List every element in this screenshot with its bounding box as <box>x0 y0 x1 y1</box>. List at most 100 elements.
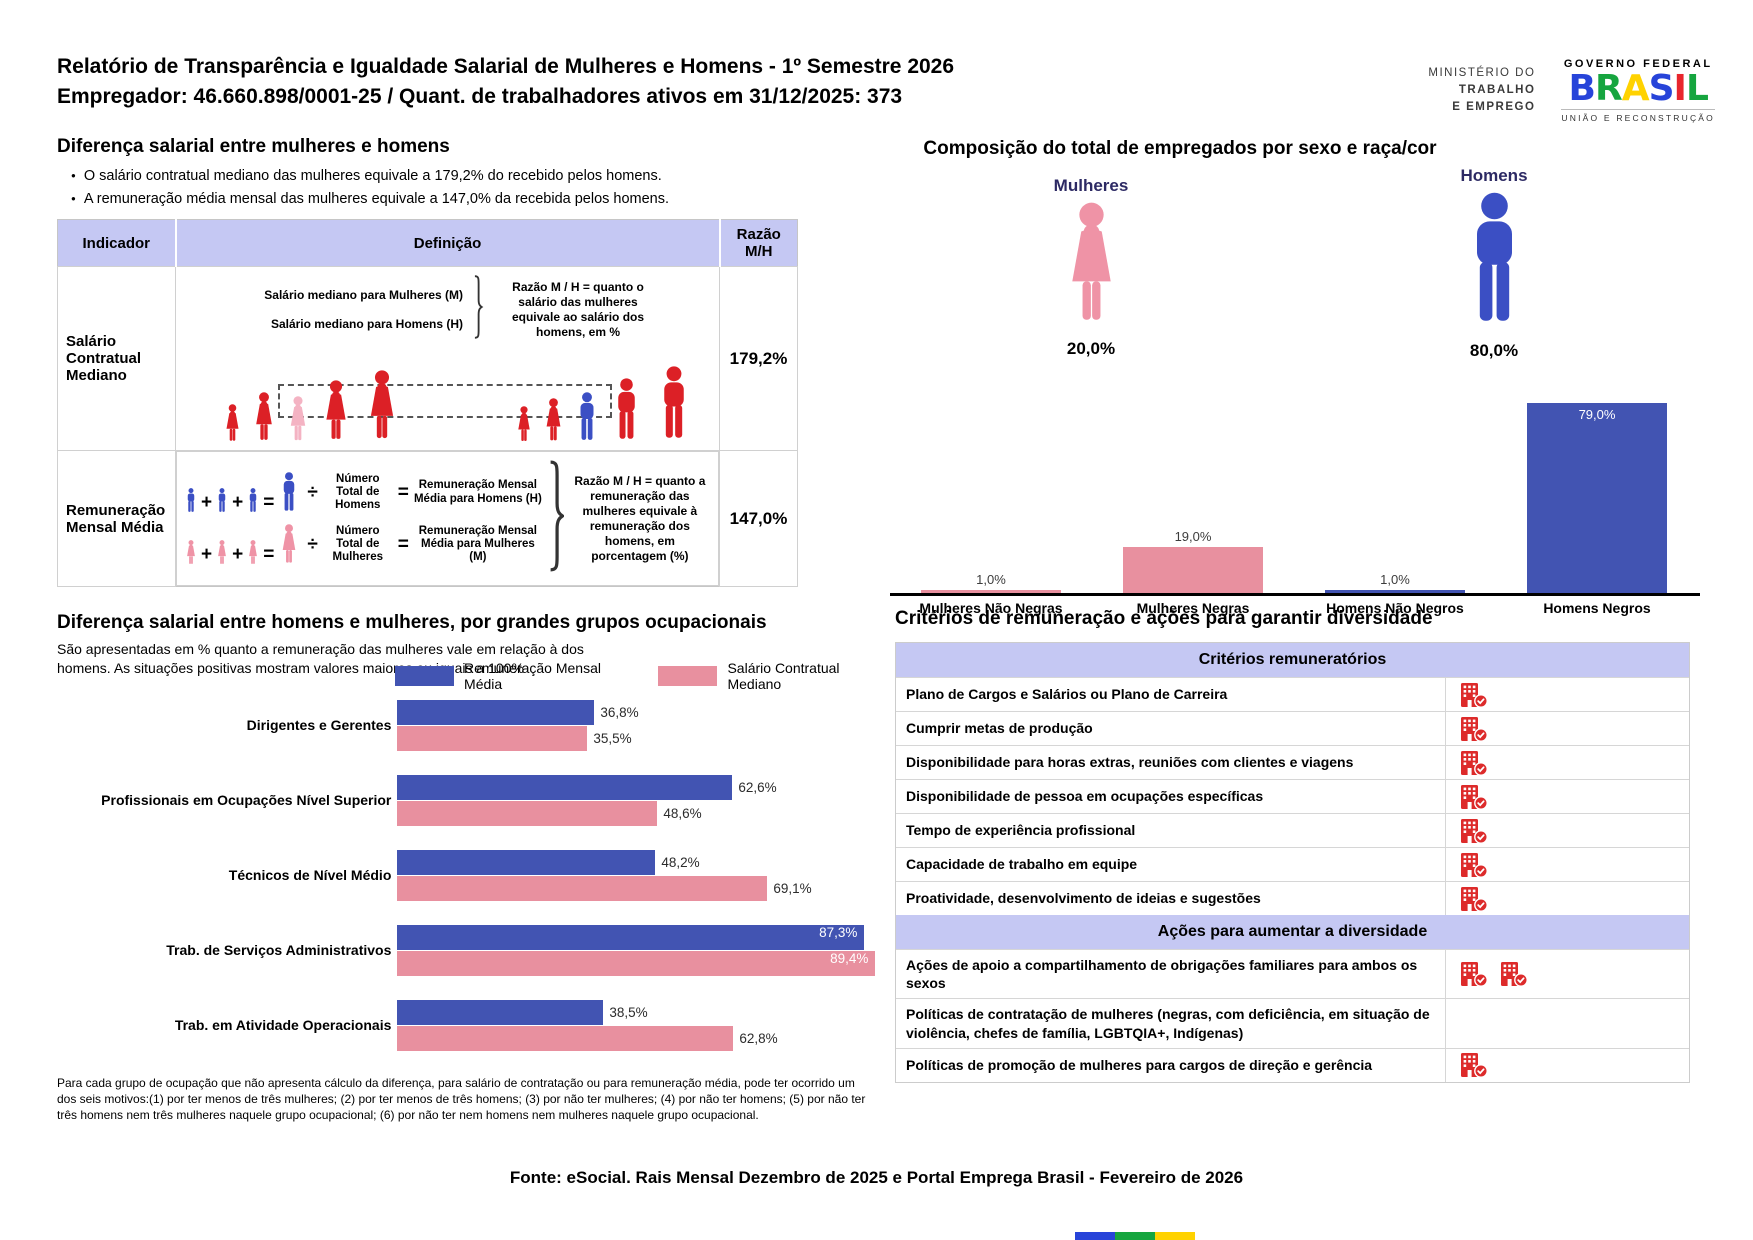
bullet-median-salary: O salário contratual mediano das mulhere… <box>71 168 797 184</box>
men-label: Homens <box>1460 166 1528 185</box>
building-check-icon <box>1461 784 1488 810</box>
definition-median: Salário mediano para Mulheres (M) Salári… <box>175 266 720 451</box>
composition-section: Composição do total de empregados por se… <box>890 136 1700 626</box>
female-figure-icon <box>290 396 306 441</box>
bar-pair: 62,6% 48,6% <box>397 774 889 827</box>
men-average-formula: + + = ÷ Número Total de Homens = Re <box>183 471 542 514</box>
female-figure-icon <box>226 404 239 441</box>
legend-swatch-blue <box>395 666 455 686</box>
bar-value-label: 36,8% <box>600 704 639 720</box>
divide-operator: ÷ <box>307 481 318 503</box>
female-figure-icon <box>256 392 272 440</box>
occupational-bar-row: 87,3% <box>397 924 889 950</box>
bar-value-label: 1,0% <box>1380 572 1410 587</box>
women-count-label: Número Total de Mulheres <box>332 524 384 564</box>
average-ratio-note: Razão M / H = quanto a remuneração das m… <box>574 473 706 563</box>
legend-swatch-pink <box>658 666 718 686</box>
women-figures-group <box>220 370 405 444</box>
brace-icon <box>548 460 566 577</box>
occupation-label: Técnicos de Nível Médio <box>228 867 392 884</box>
source-footer: Fonte: eSocial. Rais Mensal Dezembro de … <box>509 1168 1244 1187</box>
occupational-bar-row: 48,6% <box>397 800 889 826</box>
occupational-group: Dirigentes e Gerentes 36,8% 35,5% <box>57 699 889 752</box>
criteria-label: Políticas de contratação de mulheres (ne… <box>896 999 1446 1048</box>
composition-title: Composição do total de empregados por se… <box>923 138 1437 159</box>
occupational-group: Trab. em Atividade Operacionais 38,5% 62,8… <box>57 999 889 1052</box>
building-check-icon <box>1461 818 1488 844</box>
women-percent: 20,0% <box>1066 339 1116 358</box>
building-check-icon <box>1461 716 1488 742</box>
indicator-table: Indicador Definição Razão M/H Salário Co… <box>57 219 798 587</box>
criteria-label: Ações de apoio a compartilhamento de obr… <box>896 950 1446 999</box>
occupational-bar-row: 35,5% <box>397 725 889 751</box>
occupational-bar: 87,3% <box>397 924 865 950</box>
occupation-label: Dirigentes e Gerentes <box>246 717 392 734</box>
plus-operator: + <box>232 491 244 513</box>
ratio-value-average: 147,0% <box>719 450 798 587</box>
criteria-check-icons <box>1446 1049 1689 1082</box>
bar-value-label: 69,1% <box>773 880 812 896</box>
male-figure-icon <box>1476 192 1512 321</box>
building-check-icon <box>1461 682 1488 708</box>
occupation-label: Profissionais em Ocupações Nível Superio… <box>101 792 392 809</box>
occupational-bar-row: 48,2% <box>397 849 889 875</box>
occupational-bar <box>397 1025 734 1051</box>
male-figure-icon <box>284 471 295 511</box>
men-result-label: Remuneração Mensal Média para Homens (H) <box>413 479 542 505</box>
criteria-label: Políticas de promoção de mulheres para c… <box>896 1048 1446 1082</box>
composition-bar-column: 79,0% <box>1496 403 1698 593</box>
composition-categories: Mulheres Não Negras Mulheres Negras Homens… <box>890 600 1700 616</box>
occupational-bar <box>397 800 658 826</box>
equals-operator: = <box>397 533 409 555</box>
women-result-label: Remuneração Mensal Média para Mulheres (… <box>418 524 537 564</box>
male-figure-icon <box>249 487 257 512</box>
criteria-label: Proatividade, desenvolvimento de ideias … <box>896 882 1446 915</box>
criteria-label: Disponibilidade de pessoa em ocupações e… <box>896 780 1446 813</box>
criteria-check-icons <box>1446 712 1689 745</box>
composition-bar <box>1325 590 1465 593</box>
bar-value-label: 48,6% <box>663 805 702 821</box>
men-count-label: Número Total de Homens <box>335 472 381 512</box>
men-summary: Homens 80,0% <box>1414 166 1574 361</box>
composition-bar: 79,0% <box>1527 403 1667 593</box>
men-figures-group <box>512 366 698 444</box>
composition-bar-column: 1,0% <box>890 572 1092 593</box>
building-check-icon <box>1461 750 1488 776</box>
male-figure-icon <box>618 378 635 439</box>
criteria-band-header: Critérios remuneratórios <box>896 643 1689 677</box>
category-label: Mulheres Não Negras <box>919 600 1063 616</box>
building-check-icon <box>1461 886 1488 912</box>
criteria-row: Plano de Cargos e Salários ou Plano de C… <box>896 677 1689 711</box>
criteria-label: Disponibilidade para horas extras, reuni… <box>896 746 1446 779</box>
criteria-label: Plano de Cargos e Salários ou Plano de C… <box>896 678 1446 711</box>
female-figure-icon <box>187 539 195 564</box>
col-razao: Razão M/H <box>719 219 798 267</box>
governo-federal-label: GOVERNO FEDERAL <box>1563 58 1713 70</box>
brace-icon <box>471 275 485 344</box>
strip-green <box>1115 1232 1155 1240</box>
occupational-bar-row: 62,6% <box>397 774 889 800</box>
female-figure-icon <box>218 539 227 564</box>
occupational-bar-row: 89,4% <box>397 950 889 976</box>
occupational-group: Profissionais em Ocupações Nível Superio… <box>57 774 889 827</box>
bar-value-label: 62,6% <box>738 779 777 795</box>
occupational-bar-row: 69,1% <box>397 875 889 901</box>
equals-operator: = <box>397 481 409 503</box>
salary-gap-title: Diferença salarial entre mulheres e home… <box>57 136 450 157</box>
occupational-group: Técnicos de Nível Médio 48,2% 69,1% <box>57 849 889 902</box>
criteria-title: Critérios de remuneração e ações para ga… <box>895 608 1433 629</box>
female-figure-icon <box>546 398 561 441</box>
criteria-row: Disponibilidade de pessoa em ocupações e… <box>896 779 1689 813</box>
occupational-bar <box>397 725 588 751</box>
bar-pair: 36,8% 35,5% <box>397 699 889 752</box>
male-figure-icon <box>218 487 226 512</box>
bar-value-label: 79,0% <box>1578 407 1616 423</box>
category-label: Homens Negros <box>1543 600 1651 616</box>
median-women-label: Salário mediano para Mulheres (M) <box>264 287 463 302</box>
occupational-bar-row: 36,8% <box>397 699 889 725</box>
occupational-bar-row: 62,8% <box>397 1025 889 1051</box>
female-figure-icon <box>518 406 530 441</box>
ministry-logo: MINISTÉRIO DO TRABALHO E EMPREGO <box>1428 65 1535 117</box>
ratio-value-median: 179,2% <box>719 266 798 451</box>
occupational-bar <box>397 999 604 1025</box>
